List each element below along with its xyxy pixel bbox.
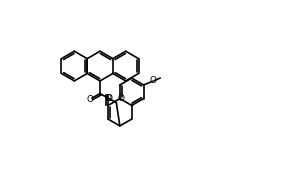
Text: O: O <box>117 94 124 103</box>
Text: O: O <box>105 94 111 103</box>
Text: O: O <box>87 94 94 104</box>
Text: O: O <box>106 94 113 103</box>
Text: O: O <box>149 76 157 85</box>
